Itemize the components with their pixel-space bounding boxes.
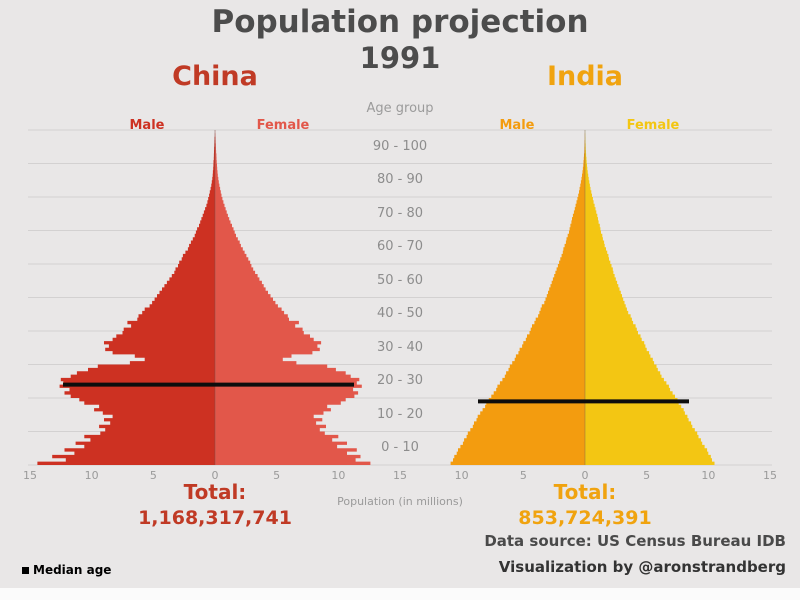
x-tick-label: 10 bbox=[454, 469, 469, 482]
age-group-axis-title: Age group bbox=[366, 101, 434, 116]
india-male-label: Male bbox=[499, 118, 535, 133]
china-total-value: 1,168,317,741 bbox=[138, 507, 292, 529]
x-tick-label: 15 bbox=[23, 469, 37, 482]
visualization-credit: Visualization by @aronstrandberg bbox=[498, 558, 786, 576]
median-age-swatch-icon bbox=[22, 567, 29, 574]
india-female-label: Female bbox=[626, 118, 680, 133]
india-male-pyramid bbox=[450, 130, 585, 465]
country-label-india: India bbox=[546, 61, 624, 92]
china-total-label: Total: bbox=[183, 480, 247, 504]
x-tick-label: 5 bbox=[643, 469, 651, 482]
x-tick-label: 10 bbox=[84, 469, 99, 482]
x-tick-label: 0 bbox=[211, 469, 219, 482]
x-tick-label: 5 bbox=[149, 469, 157, 482]
median-age-legend: Median age bbox=[22, 563, 111, 577]
china-male-pyramid bbox=[37, 130, 216, 465]
x-tick-label: 5 bbox=[519, 469, 527, 482]
x-axis-title: Population (in millions) bbox=[337, 495, 463, 508]
china-male-label: Male bbox=[129, 118, 165, 133]
x-tick-label: 10 bbox=[701, 469, 716, 482]
china-female-pyramid bbox=[215, 130, 371, 465]
country-label-china: China bbox=[172, 61, 258, 92]
x-tick-label: 15 bbox=[393, 469, 407, 482]
x-tick-label: 10 bbox=[331, 469, 346, 482]
india-total-label: Total: bbox=[553, 480, 617, 504]
age-group-label: 50 - 60 bbox=[376, 272, 424, 288]
age-group-label: 40 - 50 bbox=[376, 306, 424, 322]
year-label: 1991 bbox=[359, 41, 441, 75]
china-female-label: Female bbox=[256, 118, 310, 133]
x-tick-label: 5 bbox=[273, 469, 281, 482]
age-group-label: 20 - 30 bbox=[376, 373, 424, 389]
bottom-margin bbox=[0, 588, 800, 600]
india-female-pyramid bbox=[585, 130, 715, 465]
x-tick-label: 15 bbox=[763, 469, 777, 482]
age-group-label: 70 - 80 bbox=[376, 205, 424, 221]
median-age-legend-label: Median age bbox=[33, 563, 112, 577]
india-total-value: 853,724,391 bbox=[518, 507, 652, 529]
page-title: Population projection bbox=[211, 4, 589, 40]
age-group-label: 30 - 40 bbox=[376, 339, 424, 355]
x-tick-label: 0 bbox=[581, 469, 589, 482]
age-group-label: 80 - 90 bbox=[376, 172, 424, 188]
age-group-label: 10 - 20 bbox=[376, 406, 424, 422]
age-group-label: 60 - 70 bbox=[376, 239, 424, 255]
data-source-credit: Data source: US Census Bureau IDB bbox=[484, 532, 786, 550]
age-group-label: 0 - 10 bbox=[381, 440, 419, 456]
age-group-label: 90 - 100 bbox=[372, 138, 428, 154]
